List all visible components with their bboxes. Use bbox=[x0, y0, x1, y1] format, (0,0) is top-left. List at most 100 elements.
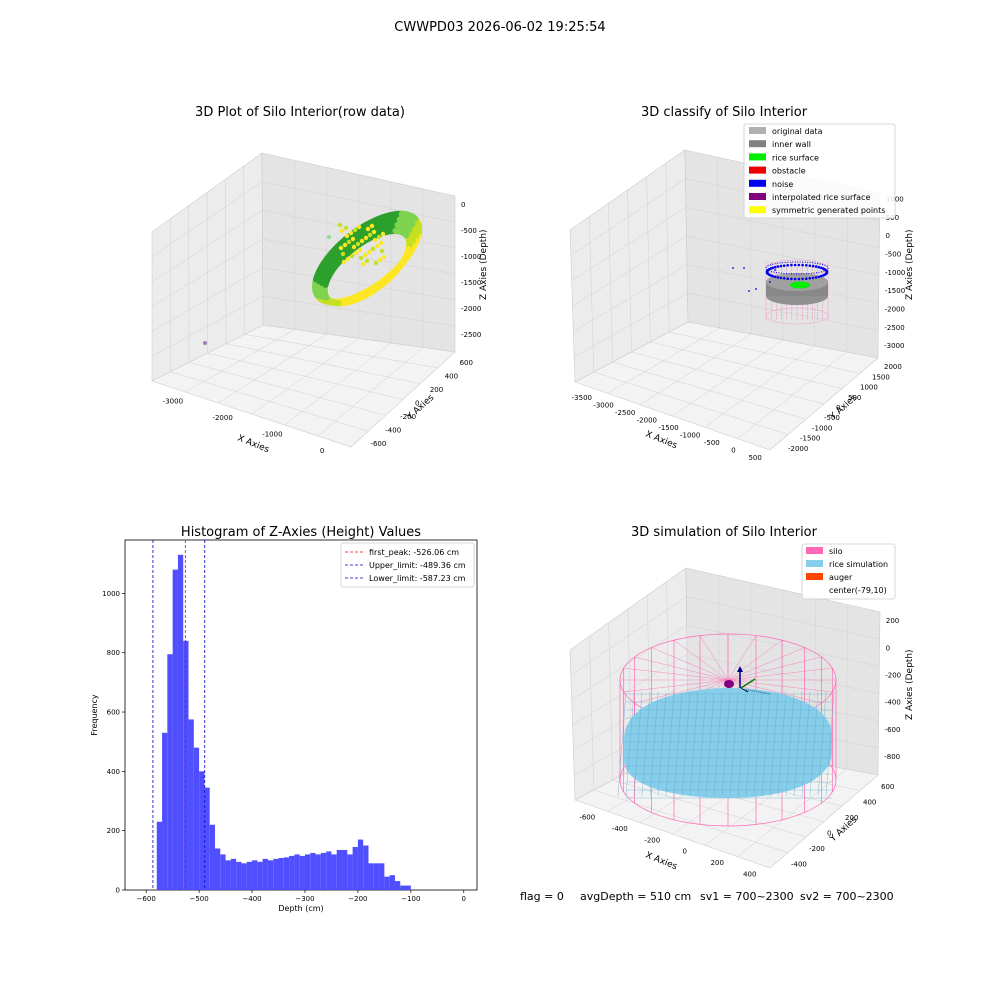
y-tick-label: 0 bbox=[415, 400, 419, 408]
x-tick-label: -2500 bbox=[615, 409, 635, 417]
raw-z-ticks: 0 -500 -1000 -1500 -2000 -2500 bbox=[461, 201, 481, 339]
x-tick-label: -3000 bbox=[593, 401, 613, 409]
x-tick-label: -3500 bbox=[572, 394, 592, 402]
histogram-bar bbox=[252, 860, 258, 890]
simulation-legend: silo rice simulation auger center(-79,10) bbox=[801, 543, 896, 600]
histogram-bar bbox=[177, 554, 184, 890]
histogram-bar bbox=[257, 861, 263, 890]
classify-noise-point bbox=[801, 263, 804, 267]
raw-point bbox=[409, 221, 416, 228]
x-tick-label: -2000 bbox=[637, 416, 657, 424]
classify-noise-point bbox=[755, 288, 757, 290]
simulation-center-marker bbox=[724, 666, 771, 695]
histogram-bar bbox=[389, 875, 395, 890]
classify-noise-point bbox=[790, 277, 793, 281]
classify-noise-point bbox=[776, 265, 780, 268]
z-tick-label: -3000 bbox=[884, 342, 904, 350]
histogram-x-tick-label: −400 bbox=[242, 895, 261, 903]
classify-noise-point bbox=[808, 264, 812, 268]
raw-point bbox=[380, 231, 386, 237]
z-tick-label: -1500 bbox=[885, 287, 905, 295]
histogram-bar bbox=[315, 854, 321, 890]
legend-swatch bbox=[749, 166, 766, 174]
x-tick-label: 200 bbox=[711, 859, 724, 867]
z-tick-label: -800 bbox=[884, 753, 900, 761]
legend-label: inner wall bbox=[772, 140, 811, 149]
legend-swatch bbox=[806, 560, 823, 567]
histogram-y-tick-label: 0 bbox=[116, 887, 120, 895]
classify-noise-point bbox=[811, 276, 815, 280]
footer-sv1: sv1 = 700~2300 bbox=[700, 890, 794, 903]
panel-histogram: Histogram of Z-Axies (Height) Values −60… bbox=[90, 525, 478, 913]
histogram-y-axis-label: Frequency bbox=[90, 694, 99, 736]
histogram-bar bbox=[225, 860, 231, 890]
classify-legend: original data inner wall rice surface obsta… bbox=[743, 123, 896, 219]
raw-point bbox=[356, 224, 362, 230]
panel-classify-title: 3D classify of Silo Interior bbox=[641, 105, 808, 120]
x-tick-label: -1000 bbox=[680, 432, 700, 440]
histogram-title: Histogram of Z-Axies (Height) Values bbox=[181, 525, 421, 540]
histogram-bar bbox=[357, 839, 364, 890]
legend-label: rice simulation bbox=[829, 560, 888, 569]
raw-point bbox=[339, 228, 345, 234]
histogram-x-tick-label: −300 bbox=[295, 895, 314, 903]
legend-label: center(-79,10) bbox=[829, 586, 887, 595]
raw-point bbox=[342, 242, 348, 248]
classify-noise-point bbox=[732, 267, 734, 269]
legend-label: original data bbox=[772, 127, 823, 136]
x-tick-label: -1500 bbox=[658, 424, 678, 432]
histogram-bar bbox=[336, 849, 343, 890]
y-tick-label: 400 bbox=[863, 798, 876, 806]
raw-z-axis-label: Z Axies (Depth) bbox=[479, 229, 489, 300]
y-tick-label: 1500 bbox=[872, 373, 890, 381]
raw-3d-box bbox=[151, 152, 456, 448]
histogram-bar bbox=[400, 885, 406, 890]
footer-status: flag = 0 avgDepth = 510 cm sv1 = 700~230… bbox=[520, 890, 894, 903]
classify-noise-point bbox=[805, 264, 808, 267]
histogram-bar bbox=[331, 854, 337, 890]
classify-noise-point bbox=[797, 263, 801, 267]
raw-point bbox=[406, 226, 413, 233]
legend-swatch bbox=[749, 193, 766, 200]
simulation-z-ticks: 200 0 -200 -400 -600 -800 bbox=[884, 617, 901, 761]
legend-swatch bbox=[806, 547, 823, 554]
histogram-bar bbox=[289, 855, 295, 890]
histogram-bar bbox=[183, 640, 189, 890]
histogram-legend-label: Lower_limit: -587.23 cm bbox=[369, 574, 466, 583]
z-tick-label: -600 bbox=[885, 726, 901, 734]
y-tick-label: -200 bbox=[809, 845, 825, 853]
raw-outlier-point bbox=[203, 341, 207, 345]
legend-label: silo bbox=[829, 547, 843, 556]
raw-point bbox=[411, 215, 419, 223]
classify-z-axis-label: Z Axies (Depth) bbox=[905, 229, 915, 300]
classify-noise-point bbox=[790, 263, 793, 267]
y-tick-label: 600 bbox=[460, 359, 473, 367]
panel-simulation-3d: 3D simulation of Silo Interior -600-400-… bbox=[569, 525, 915, 878]
legend-swatch bbox=[749, 153, 766, 161]
raw-point bbox=[363, 235, 369, 241]
raw-point bbox=[352, 227, 358, 233]
y-tick-label: -400 bbox=[385, 427, 401, 435]
histogram-bar bbox=[299, 855, 305, 890]
x-tick-label: 500 bbox=[748, 454, 761, 462]
classify-y-axis-label: Y Axies bbox=[828, 393, 860, 423]
y-tick-label: -200 bbox=[400, 413, 416, 421]
y-tick-label: 0 bbox=[836, 404, 840, 412]
histogram-bar bbox=[172, 569, 178, 890]
legend-swatch bbox=[806, 573, 823, 580]
z-tick-label: 0 bbox=[885, 232, 889, 240]
x-tick-label: -500 bbox=[704, 439, 720, 447]
legend-label: obstacle bbox=[772, 167, 806, 176]
histogram-bar bbox=[347, 854, 353, 890]
legend-label: auger bbox=[829, 573, 853, 582]
classify-noise-point bbox=[817, 275, 821, 279]
z-tick-label: -200 bbox=[885, 671, 901, 679]
histogram-bar bbox=[241, 863, 247, 890]
raw-point bbox=[349, 253, 355, 259]
histogram-legend-label: first_peak: -526.06 cm bbox=[369, 548, 459, 557]
classify-noise-points bbox=[732, 267, 776, 292]
classify-noise-point bbox=[786, 277, 789, 281]
classify-noise-point bbox=[769, 281, 771, 283]
y-tick-label: -1000 bbox=[812, 424, 832, 432]
